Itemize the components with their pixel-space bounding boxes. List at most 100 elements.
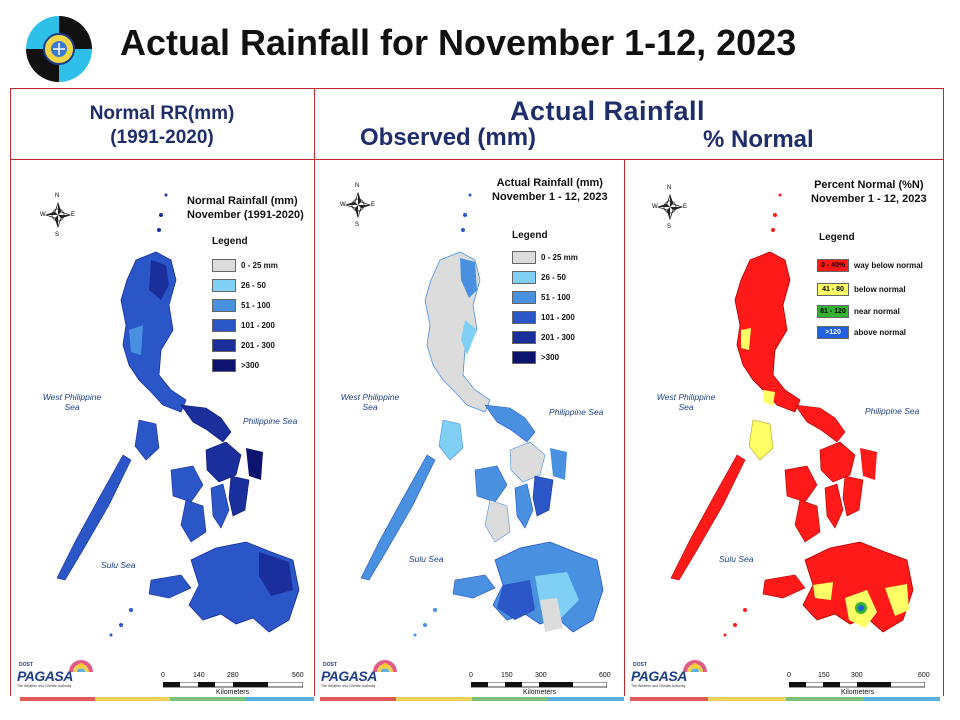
frame-left bbox=[10, 88, 11, 696]
bottom-color-bar bbox=[786, 697, 864, 701]
bottom-color-bar bbox=[396, 697, 472, 701]
legend-item: 51 - 100 bbox=[212, 298, 270, 312]
compass-w: W bbox=[40, 212, 46, 218]
legend-swatch bbox=[512, 330, 536, 344]
legend-label: 101 - 200 bbox=[541, 312, 575, 322]
legend-swatch: 81 - 120 bbox=[817, 304, 849, 318]
pagasa-prefix: DOST bbox=[19, 662, 33, 668]
bottom-color-bar bbox=[320, 697, 396, 701]
bottom-color-bar bbox=[170, 697, 245, 701]
sea-label-west: West Philippine Sea bbox=[340, 392, 400, 412]
legend-swatch bbox=[212, 338, 236, 352]
compass-e: E bbox=[71, 212, 76, 218]
legend-label: 0 - 25 mm bbox=[541, 252, 578, 262]
scale-tick: 150 bbox=[501, 672, 513, 679]
compass-w: W bbox=[652, 204, 658, 210]
legend-swatch bbox=[212, 318, 236, 332]
normal-rr-header-line1: Normal RR(mm) bbox=[89, 103, 235, 124]
legend-swatch: >120 bbox=[817, 325, 849, 339]
compass-n: N bbox=[55, 193, 60, 199]
map-title-line1: Percent Normal (%N) bbox=[814, 179, 924, 191]
pagasa-prefix: DOST bbox=[633, 662, 647, 668]
legend-title: Legend bbox=[212, 236, 248, 247]
scale-tick: 280 bbox=[227, 672, 239, 679]
legend-label: 101 - 200 bbox=[241, 320, 275, 330]
page-title: Actual Rainfall for November 1-12, 2023 bbox=[120, 22, 797, 63]
map-title-line1: Actual Rainfall (mm) bbox=[496, 177, 603, 189]
bottom-color-bar bbox=[95, 697, 170, 701]
legend-item: >120 above normal bbox=[817, 325, 906, 339]
bottom-color-bar bbox=[548, 697, 624, 701]
scale-bar bbox=[789, 682, 925, 688]
pagasa-logo-icon bbox=[25, 15, 93, 83]
legend-label: 51 - 100 bbox=[541, 292, 571, 302]
legend-swatch bbox=[212, 258, 236, 272]
compass-n: N bbox=[667, 185, 672, 191]
compass-s: S bbox=[355, 222, 360, 228]
bottom-color-bar bbox=[864, 697, 940, 701]
pagasa-brand: PAGASA bbox=[631, 668, 687, 684]
frame-top bbox=[10, 88, 944, 89]
compass-w: W bbox=[340, 202, 346, 208]
normal-rr-header-line2: (1991-2020) bbox=[110, 127, 214, 148]
frame-divider-2 bbox=[624, 159, 625, 696]
sea-label-sulu: Sulu Sea bbox=[719, 554, 754, 564]
normal-rr-header: Normal RR(mm) (1991-2020) bbox=[10, 102, 314, 150]
sea-label-sulu: Sulu Sea bbox=[101, 560, 136, 570]
legend-label: 201 - 300 bbox=[541, 332, 575, 342]
bottom-color-bar bbox=[20, 697, 95, 701]
legend-swatch bbox=[512, 290, 536, 304]
legend-item: 201 - 300 bbox=[512, 330, 575, 344]
scale-tick: 600 bbox=[918, 672, 930, 679]
legend-item: 0 - 25 mm bbox=[212, 258, 278, 272]
map-title: Percent Normal (%N) November 1 - 12, 202… bbox=[811, 178, 927, 206]
map-title-line2: November 1 - 12, 2023 bbox=[492, 191, 608, 203]
legend-swatch bbox=[512, 270, 536, 284]
pagasa-tagline: The Weather and Climate Authority bbox=[17, 684, 72, 688]
legend-item: 26 - 50 bbox=[512, 270, 566, 284]
legend-label: >300 bbox=[241, 360, 260, 370]
legend-item: 81 - 120 near normal bbox=[817, 304, 900, 318]
scale-tick: 300 bbox=[851, 672, 863, 679]
compass-n: N bbox=[355, 183, 360, 189]
pagasa-brand-icon bbox=[373, 660, 397, 672]
compass-s: S bbox=[667, 224, 672, 230]
scale-tick: 150 bbox=[818, 672, 830, 679]
legend-item: 26 - 50 bbox=[212, 278, 266, 292]
legend-title: Legend bbox=[512, 230, 548, 241]
actual-rainfall-header: Actual Rainfall bbox=[510, 96, 706, 126]
bottom-color-bar bbox=[245, 697, 314, 701]
legend-swatch bbox=[212, 298, 236, 312]
scale-tick: 140 bbox=[193, 672, 205, 679]
sea-label-west: West Philippine Sea bbox=[42, 392, 102, 412]
legend-item: 101 - 200 bbox=[512, 310, 575, 324]
pagasa-tagline: The Weather and Climate Authority bbox=[631, 684, 686, 688]
philippines-map bbox=[56, 193, 300, 637]
legend-item: 101 - 200 bbox=[212, 318, 275, 332]
sea-label-east: Philippine Sea bbox=[243, 416, 298, 426]
bottom-color-bar bbox=[630, 697, 708, 701]
legend-swatch bbox=[512, 310, 536, 324]
sea-label-east: Philippine Sea bbox=[549, 407, 604, 417]
legend-label: 0 - 25 mm bbox=[241, 260, 278, 270]
pagasa-brand-icon bbox=[69, 660, 93, 672]
legend-label: way below normal bbox=[854, 260, 923, 270]
scale-bar bbox=[163, 682, 303, 688]
sea-label-east: Philippine Sea bbox=[865, 406, 920, 416]
legend-item: 0 - 25 mm bbox=[512, 250, 578, 264]
legend-item: 51 - 100 bbox=[512, 290, 570, 304]
compass-e: E bbox=[371, 202, 376, 208]
scale-tick: 300 bbox=[535, 672, 547, 679]
scale-tick: 0 bbox=[787, 672, 791, 679]
map-title-line1: Normal Rainfall (mm) bbox=[187, 195, 298, 207]
pagasa-brand: PAGASA bbox=[321, 668, 377, 684]
frame-divider-1 bbox=[314, 88, 315, 696]
legend-item: 41 - 80 below normal bbox=[817, 282, 906, 296]
legend-item: >300 bbox=[212, 358, 259, 372]
scale-unit: Kilometers bbox=[841, 689, 875, 696]
philippines-map bbox=[670, 193, 914, 637]
philippines-map bbox=[360, 193, 604, 637]
scale-tick: 0 bbox=[469, 672, 473, 679]
legend-title: Legend bbox=[819, 232, 855, 243]
legend-label: 51 - 100 bbox=[241, 300, 271, 310]
